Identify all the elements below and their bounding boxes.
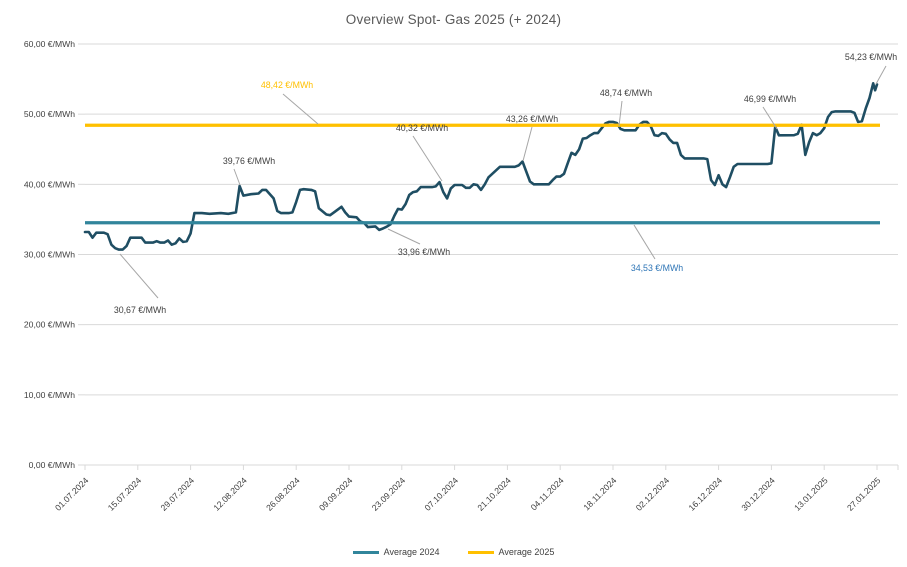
svg-text:26.08.2024: 26.08.2024 [264,475,302,513]
svg-text:23.09.2024: 23.09.2024 [370,475,408,513]
y-axis-labels: 0,00 €/MWh 10,00 €/MWh 20,00 €/MWh 30,00 €/… [24,39,75,470]
svg-text:30.12.2024: 30.12.2024 [739,475,777,513]
svg-text:02.12.2024: 02.12.2024 [634,475,672,513]
svg-text:0,00 €/MWh: 0,00 €/MWh [29,460,76,470]
x-axis-ticks [84,465,899,470]
legend-label-average-2024: Average 2024 [383,547,440,557]
svg-text:48,42 €/MWh: 48,42 €/MWh [261,80,313,90]
chart-title: Overview Spot- Gas 2025 (+ 2024) [345,12,562,27]
svg-text:30,67 €/MWh: 30,67 €/MWh [114,305,166,315]
svg-text:43,26 €/MWh: 43,26 €/MWh [506,114,558,124]
svg-text:15.07.2024: 15.07.2024 [106,475,144,513]
svg-text:33,96 €/MWh: 33,96 €/MWh [398,247,450,257]
svg-text:30,00 €/MWh: 30,00 €/MWh [24,250,75,260]
price-series-line [83,82,879,251]
svg-text:18.11.2024: 18.11.2024 [581,475,618,512]
svg-text:50,00 €/MWh: 50,00 €/MWh [24,109,75,119]
svg-text:40,00 €/MWh: 40,00 €/MWh [24,179,75,189]
svg-text:29.07.2024: 29.07.2024 [159,475,197,513]
svg-text:60,00 €/MWh: 60,00 €/MWh [24,39,75,49]
svg-text:39,76 €/MWh: 39,76 €/MWh [223,156,275,166]
svg-text:34,53 €/MWh: 34,53 €/MWh [631,263,683,273]
svg-text:04.11.2024: 04.11.2024 [529,475,566,512]
svg-text:27.01.2025: 27.01.2025 [845,475,883,513]
x-axis-labels: 01.07.2024 15.07.2024 29.07.2024 12.08.2024… [53,475,883,513]
svg-text:09.09.2024: 09.09.2024 [317,475,355,513]
svg-text:20,00 €/MWh: 20,00 €/MWh [24,320,75,330]
svg-text:46,99 €/MWh: 46,99 €/MWh [744,94,796,104]
svg-text:13.01.2025: 13.01.2025 [792,475,830,513]
annotation-leader-lines [119,65,887,299]
legend-swatch-average-2024-icon [352,550,379,554]
legend-label-average-2025: Average 2025 [498,547,555,557]
svg-text:10,00 €/MWh: 10,00 €/MWh [24,390,75,400]
svg-text:48,74 €/MWh: 48,74 €/MWh [600,88,652,98]
svg-text:54,23 €/MWh: 54,23 €/MWh [845,52,897,62]
gridlines [78,43,898,466]
annotation-labels: 30,67 €/MWh 39,76 €/MWh 48,42 €/MWh 33,96 €… [114,52,897,315]
svg-text:16.12.2024: 16.12.2024 [687,475,725,513]
svg-text:12.08.2024: 12.08.2024 [211,475,249,513]
legend-item-average-2024: Average 2024 [352,547,440,557]
legend: Average 2024 Average 2025 [0,547,907,557]
svg-text:07.10.2024: 07.10.2024 [423,475,461,513]
legend-swatch-average-2025-icon [467,550,494,554]
legend-item-average-2025: Average 2025 [467,547,555,557]
plot-area: 0,00 €/MWh 10,00 €/MWh 20,00 €/MWh 30,00 €/… [24,39,899,513]
svg-text:21.10.2024: 21.10.2024 [475,475,513,513]
svg-text:01.07.2024: 01.07.2024 [53,475,91,513]
svg-text:40,32 €/MWh: 40,32 €/MWh [396,123,448,133]
average-lines [85,123,880,225]
